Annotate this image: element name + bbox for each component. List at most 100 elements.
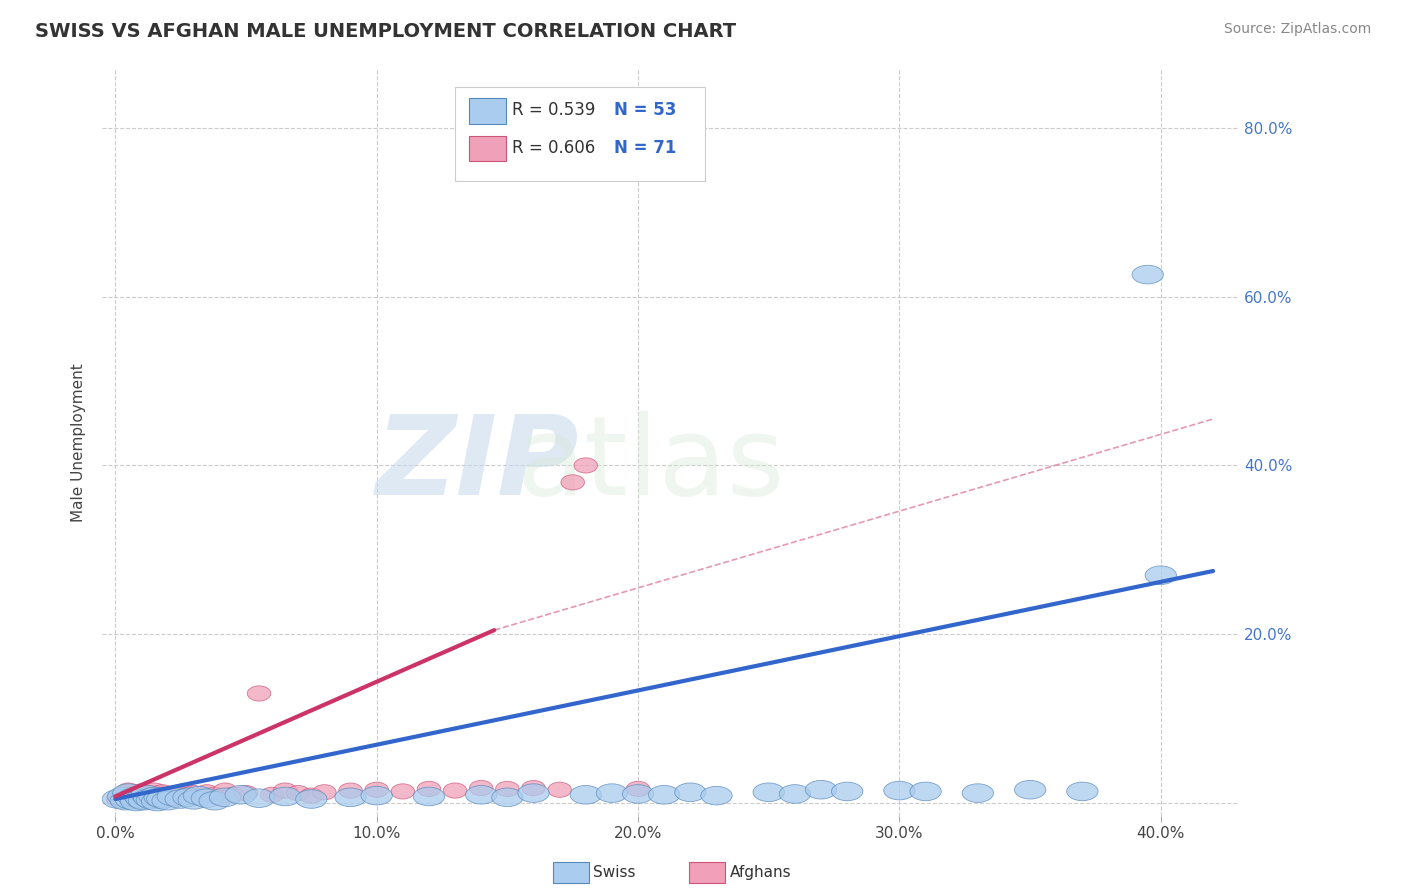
- Ellipse shape: [138, 790, 162, 805]
- Ellipse shape: [159, 788, 181, 803]
- Ellipse shape: [125, 789, 157, 808]
- Ellipse shape: [214, 783, 236, 798]
- Ellipse shape: [143, 789, 166, 805]
- Ellipse shape: [127, 793, 150, 808]
- Ellipse shape: [910, 782, 941, 801]
- Ellipse shape: [465, 786, 496, 804]
- Ellipse shape: [179, 790, 209, 809]
- Ellipse shape: [118, 788, 149, 806]
- Ellipse shape: [131, 786, 162, 804]
- Ellipse shape: [623, 785, 654, 803]
- Ellipse shape: [299, 788, 323, 803]
- Ellipse shape: [831, 782, 863, 801]
- Ellipse shape: [124, 786, 148, 801]
- Ellipse shape: [127, 789, 150, 805]
- FancyBboxPatch shape: [470, 98, 506, 124]
- Ellipse shape: [117, 783, 141, 798]
- Ellipse shape: [208, 789, 232, 805]
- Ellipse shape: [273, 783, 297, 798]
- Ellipse shape: [141, 792, 163, 807]
- Text: N = 71: N = 71: [614, 139, 676, 158]
- Ellipse shape: [202, 788, 226, 803]
- Ellipse shape: [209, 788, 240, 806]
- Ellipse shape: [139, 788, 170, 805]
- Ellipse shape: [163, 786, 187, 801]
- Ellipse shape: [124, 792, 148, 807]
- Text: ZIP: ZIP: [377, 411, 579, 518]
- Ellipse shape: [339, 783, 363, 798]
- Ellipse shape: [596, 784, 627, 803]
- Ellipse shape: [152, 791, 183, 810]
- Ellipse shape: [413, 788, 444, 805]
- Ellipse shape: [169, 789, 193, 804]
- Ellipse shape: [648, 786, 681, 804]
- FancyBboxPatch shape: [454, 87, 704, 180]
- Ellipse shape: [177, 788, 200, 803]
- Ellipse shape: [495, 781, 519, 797]
- Ellipse shape: [132, 791, 156, 806]
- Ellipse shape: [754, 783, 785, 802]
- Ellipse shape: [108, 789, 132, 804]
- Ellipse shape: [962, 784, 994, 803]
- Ellipse shape: [243, 789, 274, 807]
- Text: Afghans: Afghans: [730, 865, 792, 880]
- Ellipse shape: [361, 787, 392, 805]
- Ellipse shape: [148, 791, 172, 806]
- Ellipse shape: [134, 789, 165, 807]
- Ellipse shape: [443, 783, 467, 798]
- Ellipse shape: [143, 783, 166, 798]
- Ellipse shape: [156, 790, 180, 805]
- Text: SWISS VS AFGHAN MALE UNEMPLOYMENT CORRELATION CHART: SWISS VS AFGHAN MALE UNEMPLOYMENT CORREL…: [35, 22, 737, 41]
- Ellipse shape: [107, 788, 139, 805]
- Ellipse shape: [150, 785, 174, 800]
- Ellipse shape: [128, 791, 160, 810]
- Ellipse shape: [1144, 566, 1177, 584]
- Ellipse shape: [114, 789, 138, 805]
- Text: N = 53: N = 53: [614, 102, 676, 120]
- Text: R = 0.606: R = 0.606: [512, 139, 595, 158]
- Ellipse shape: [187, 789, 211, 804]
- Ellipse shape: [143, 788, 176, 806]
- Ellipse shape: [492, 788, 523, 806]
- Ellipse shape: [247, 686, 271, 701]
- Ellipse shape: [122, 788, 145, 803]
- Ellipse shape: [198, 791, 231, 810]
- Ellipse shape: [312, 785, 336, 800]
- Ellipse shape: [112, 784, 143, 803]
- Ellipse shape: [806, 780, 837, 799]
- Ellipse shape: [235, 786, 257, 801]
- Ellipse shape: [260, 788, 284, 803]
- Ellipse shape: [470, 780, 494, 796]
- Ellipse shape: [136, 790, 167, 809]
- Ellipse shape: [166, 791, 190, 806]
- Text: atlas: atlas: [516, 411, 785, 518]
- Ellipse shape: [120, 789, 143, 804]
- Ellipse shape: [225, 786, 256, 804]
- Ellipse shape: [120, 793, 143, 808]
- Ellipse shape: [548, 782, 571, 797]
- Ellipse shape: [121, 792, 152, 811]
- Ellipse shape: [153, 792, 177, 807]
- Ellipse shape: [145, 788, 169, 803]
- Ellipse shape: [418, 781, 440, 797]
- Ellipse shape: [141, 786, 163, 801]
- Ellipse shape: [181, 786, 205, 801]
- Ellipse shape: [522, 780, 546, 796]
- Ellipse shape: [221, 788, 245, 803]
- Ellipse shape: [195, 785, 218, 800]
- Ellipse shape: [117, 792, 141, 807]
- Ellipse shape: [135, 793, 159, 808]
- Ellipse shape: [1067, 782, 1098, 801]
- Ellipse shape: [287, 786, 309, 801]
- Ellipse shape: [569, 786, 602, 804]
- Ellipse shape: [111, 793, 135, 808]
- Ellipse shape: [115, 790, 146, 809]
- Ellipse shape: [270, 788, 301, 805]
- Text: R = 0.539: R = 0.539: [512, 102, 595, 120]
- Text: Swiss: Swiss: [593, 865, 636, 880]
- Ellipse shape: [145, 793, 169, 808]
- Ellipse shape: [1015, 780, 1046, 799]
- Ellipse shape: [779, 785, 810, 803]
- Ellipse shape: [391, 784, 415, 799]
- Ellipse shape: [138, 788, 162, 803]
